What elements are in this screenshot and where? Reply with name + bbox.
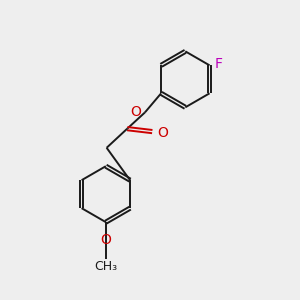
Text: O: O [158,126,169,140]
Text: O: O [130,106,141,119]
Text: F: F [215,57,223,71]
Text: CH₃: CH₃ [94,260,117,273]
Text: O: O [100,233,111,247]
